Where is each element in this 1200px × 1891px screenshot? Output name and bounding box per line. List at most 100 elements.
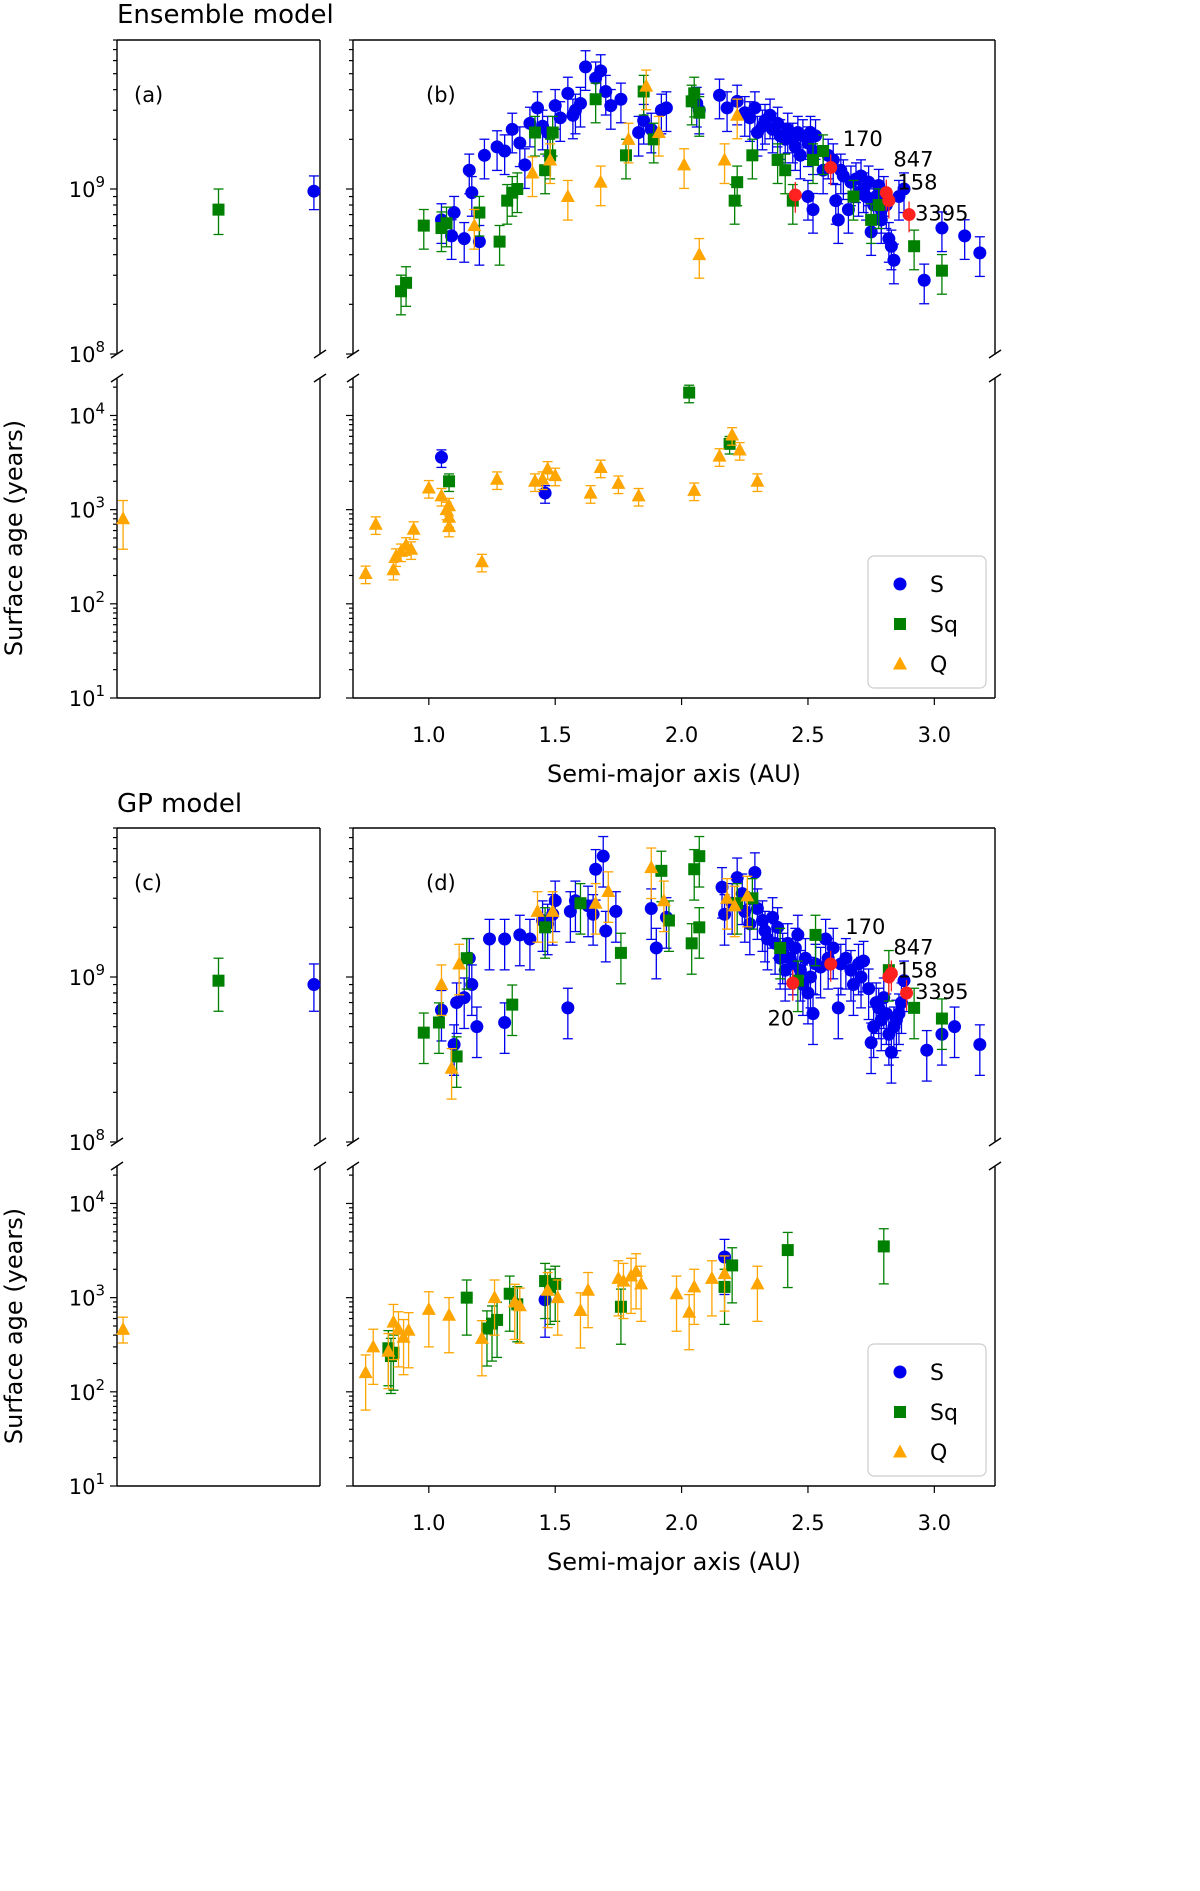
- data-point-s: [791, 928, 805, 942]
- data-point-s: [766, 910, 780, 924]
- data-point-q: [750, 473, 765, 487]
- data-point-q: [730, 107, 745, 121]
- asteroid-annotation: 3395: [915, 980, 968, 1004]
- data-point-sq: [685, 937, 698, 950]
- data-point-q: [404, 541, 419, 555]
- data-point-q: [421, 480, 436, 494]
- x-tick-label: 2.0: [665, 723, 698, 747]
- data-point-sq: [847, 190, 860, 203]
- data-point-sq: [450, 1050, 463, 1063]
- axis-break-mark: [988, 373, 1002, 383]
- data-point-s: [513, 136, 527, 150]
- data-point-s: [831, 213, 845, 227]
- data-point-s: [917, 273, 931, 287]
- data-point-s: [859, 190, 873, 204]
- data-point-s: [434, 450, 448, 464]
- data-point-sq: [546, 126, 559, 139]
- data-point-sq: [417, 219, 430, 232]
- legend-marker-sq: [894, 618, 906, 630]
- data-point-q: [487, 1290, 502, 1304]
- data-point-sq: [539, 921, 552, 934]
- x-tick-label: 2.5: [791, 1511, 824, 1535]
- data-point-s: [748, 101, 762, 115]
- data-point-q: [530, 903, 545, 917]
- data-point-sq: [908, 1001, 921, 1014]
- data-point-sq: [746, 149, 759, 162]
- panel-label: (c): [134, 871, 162, 895]
- data-point-q: [692, 247, 707, 261]
- data-point-q: [442, 519, 457, 533]
- data-point-s: [935, 221, 949, 235]
- data-point-q: [750, 1276, 765, 1290]
- data-point-sq: [688, 863, 701, 876]
- data-point-q: [535, 471, 550, 485]
- highlight-point: [788, 188, 802, 202]
- data-point-q: [740, 888, 755, 902]
- data-point-q: [687, 482, 702, 496]
- legend-label: Q: [930, 1441, 947, 1466]
- x-axis-label: Semi-major axis (AU): [547, 1548, 801, 1576]
- data-point-sq: [693, 921, 706, 934]
- highlight-point: [882, 194, 896, 208]
- data-point-q: [545, 903, 560, 917]
- legend-label: Q: [930, 653, 947, 678]
- data-point-s: [897, 974, 911, 988]
- data-point-sq: [683, 386, 696, 399]
- data-point-s: [447, 206, 461, 220]
- data-point-q: [386, 1314, 401, 1328]
- data-point-sq: [693, 850, 706, 863]
- data-point-s: [538, 486, 552, 500]
- data-point-s: [505, 122, 519, 136]
- data-point-s: [447, 1037, 461, 1051]
- data-point-sq: [781, 1244, 794, 1257]
- data-point-q: [401, 1322, 416, 1336]
- data-point-q: [712, 448, 727, 462]
- axis-break-mark: [346, 1161, 360, 1171]
- y-tick-label: 101: [69, 682, 105, 711]
- data-point-sq: [491, 1313, 504, 1326]
- data-point-s: [884, 1045, 898, 1059]
- right-lower-plot-area: [358, 1228, 890, 1411]
- asteroid-annotation: 847: [893, 147, 933, 171]
- data-point-sq: [872, 198, 885, 211]
- data-point-s: [894, 996, 908, 1010]
- data-point-s: [644, 902, 658, 916]
- data-point-q: [525, 165, 540, 179]
- axis-break-mark: [313, 349, 327, 359]
- data-point-s: [718, 907, 732, 921]
- panel-label: (b): [426, 83, 456, 107]
- data-point-q: [677, 157, 692, 171]
- left-data-point-s: [307, 184, 321, 198]
- highlight-point: [824, 161, 838, 175]
- legend-label: Sq: [930, 613, 958, 638]
- data-point-sq: [460, 952, 473, 965]
- panel-label: (d): [426, 871, 456, 895]
- data-point-s: [472, 235, 486, 249]
- data-point-s: [720, 101, 734, 115]
- left-data-point-sq: [212, 203, 225, 216]
- x-tick-label: 1.5: [539, 1511, 572, 1535]
- left-data-point-q: [116, 511, 131, 525]
- data-point-sq: [655, 864, 668, 877]
- right-upper-plot-area: [395, 50, 987, 316]
- data-point-q: [593, 174, 608, 188]
- data-point-sq: [614, 1300, 627, 1313]
- data-point-q: [474, 1330, 489, 1344]
- data-point-sq: [589, 93, 602, 106]
- data-point-s: [892, 1007, 906, 1021]
- x-tick-label: 2.0: [665, 1511, 698, 1535]
- data-point-sq: [908, 240, 921, 253]
- y-tick-label: 104: [69, 399, 105, 428]
- data-point-q: [540, 461, 555, 475]
- axis-break-mark: [988, 1137, 1002, 1147]
- data-point-s: [864, 1036, 878, 1050]
- data-point-q: [704, 1270, 719, 1284]
- data-point-q: [629, 1263, 644, 1277]
- y-tick-label: 102: [69, 1376, 105, 1405]
- y-axis-label: Surface age (years): [0, 420, 28, 656]
- data-point-s: [477, 148, 491, 162]
- right-upper-plot-area: [417, 835, 987, 1100]
- axis-break-mark: [110, 373, 124, 383]
- data-point-q: [725, 427, 740, 441]
- data-point-s: [862, 982, 876, 996]
